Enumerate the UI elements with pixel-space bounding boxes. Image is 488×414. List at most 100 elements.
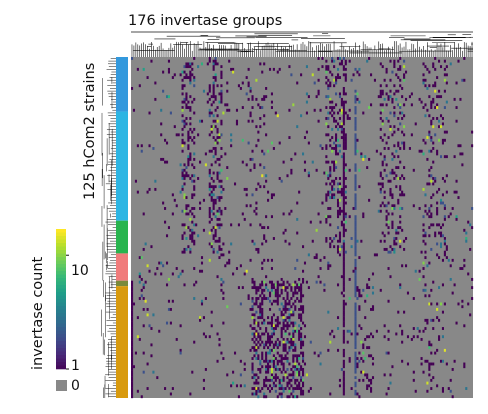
heatmap-cell (296, 286, 299, 290)
heatmap-cell (187, 157, 190, 161)
colorbar-tick-1: 1 (71, 358, 80, 374)
heatmap-cell (296, 217, 299, 221)
heatmap-cell (257, 305, 260, 309)
heatmap-cell (288, 316, 291, 320)
heatmap-cell (428, 168, 431, 172)
heatmap-cell (288, 65, 291, 69)
heatmap-cell (471, 277, 474, 281)
heatmap-cell (255, 346, 258, 350)
heatmap-cell (397, 89, 400, 93)
heatmap-cell (276, 291, 279, 295)
heatmap-cell (220, 95, 223, 99)
heatmap-cell (131, 392, 134, 396)
heatmap-cell (210, 125, 213, 129)
heatmap-cell (344, 215, 347, 219)
heatmap-cell (267, 321, 270, 325)
heatmap-cell (292, 348, 295, 352)
heatmap-cell (187, 136, 190, 139)
heatmap-cell (302, 245, 305, 249)
heatmap-cell (333, 168, 336, 172)
heatmap-cell (257, 376, 260, 380)
heatmap-cell (379, 209, 382, 213)
heatmap-cell (282, 389, 285, 393)
heatmap-cell (193, 297, 196, 300)
heatmap-cell (249, 223, 252, 227)
heatmap-cell (352, 73, 355, 77)
heatmap-cell (387, 387, 390, 390)
heatmap-cell (278, 354, 281, 358)
heatmap-cell (280, 384, 283, 388)
heatmap-cell (189, 117, 192, 120)
heatmap-cell (317, 212, 320, 216)
heatmap-cell (280, 283, 283, 287)
heatmap-cell (267, 370, 270, 374)
heatmap-cell (325, 81, 328, 85)
heatmap-cell (399, 193, 402, 197)
heatmap-cell (327, 84, 330, 88)
heatmap-cell (336, 204, 340, 208)
heatmap-cell (354, 204, 357, 208)
heatmap-cell (342, 272, 345, 276)
heatmap-cell (165, 283, 169, 287)
heatmap-cell (224, 152, 227, 156)
heatmap-cell (278, 367, 281, 371)
heatmap-cell (288, 340, 291, 344)
heatmap-cell (212, 247, 215, 251)
heatmap-cell (251, 332, 254, 336)
heatmap-cell (354, 258, 357, 262)
heatmap-cell (315, 253, 318, 257)
heatmap-cell (354, 335, 357, 339)
heatmap-cell (441, 234, 444, 238)
heatmap-cell (282, 321, 285, 325)
heatmap-cell (362, 351, 365, 355)
heatmap-cell (344, 190, 347, 194)
colorbar-segment (56, 341, 66, 345)
heatmap-cell (202, 378, 205, 382)
heatmap-cell (296, 354, 299, 358)
heatmap-cell (200, 299, 204, 303)
heatmap-cell (204, 152, 207, 156)
heatmap-cell (397, 59, 400, 63)
heatmap-cell (230, 384, 233, 388)
heatmap-cell (263, 258, 266, 262)
heatmap-cell (296, 291, 299, 295)
heatmap-cell (208, 242, 211, 246)
heatmap-cell (183, 163, 186, 167)
heatmap-cell (430, 119, 433, 123)
heatmap-cell (193, 179, 196, 183)
heatmap-cell (342, 348, 345, 352)
heatmap-cell (336, 198, 340, 202)
colorbar-segment (56, 330, 66, 335)
heatmap-cell (237, 84, 240, 88)
heatmap-cell (336, 215, 340, 219)
heatmap-cell (276, 302, 279, 306)
heatmap-cell (220, 100, 223, 104)
heatmap-cell (381, 138, 384, 142)
heatmap-cell (268, 384, 272, 388)
heatmap-cell (420, 250, 423, 254)
heatmap-cell (329, 84, 332, 88)
heatmap-cell (430, 215, 433, 219)
heatmap-cell (336, 73, 340, 77)
heatmap-cell (268, 351, 272, 355)
heatmap-cell (167, 299, 171, 303)
heatmap-cell (152, 370, 155, 374)
heatmap-cell (241, 212, 244, 216)
heatmap-cell (259, 370, 262, 374)
heatmap-cell (375, 329, 378, 333)
heatmap-cell (214, 141, 217, 145)
heatmap-cell (379, 204, 382, 208)
heatmap-cell (300, 288, 303, 292)
heatmap-cell (338, 182, 342, 186)
heatmap-cell (302, 269, 305, 273)
heatmap-cell (358, 168, 361, 172)
heatmap-cell (424, 359, 427, 363)
heatmap-cell (428, 294, 431, 298)
heatmap-cell (187, 245, 190, 249)
heatmap-cell (296, 81, 299, 85)
heatmap-cell (434, 67, 437, 71)
heatmap-cell (183, 209, 186, 213)
heatmap-cell (290, 286, 293, 290)
heatmap-cell (342, 335, 345, 339)
heatmap-cell (399, 220, 402, 224)
